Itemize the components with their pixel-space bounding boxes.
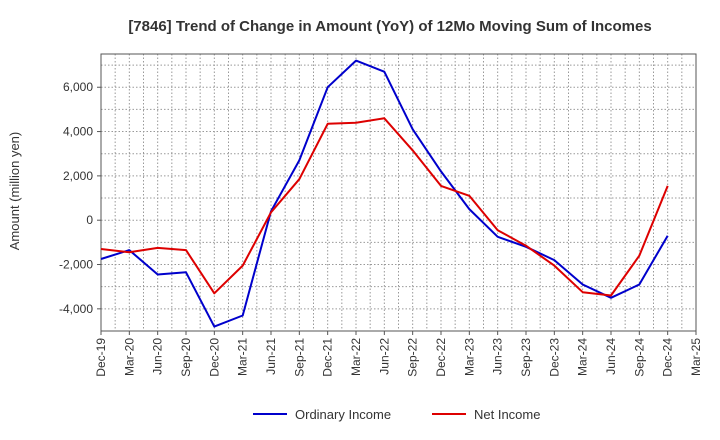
x-tick-label: Dec-20 — [207, 338, 221, 377]
y-tick-label: 4,000 — [63, 125, 93, 139]
x-tick-label: Mar-21 — [236, 338, 250, 376]
series-line-ordinary-income — [100, 59, 669, 328]
x-tick-label: Mar-23 — [462, 338, 476, 376]
x-tick-label: Sep-22 — [406, 338, 420, 377]
x-tick-label: Dec-24 — [661, 338, 675, 377]
x-tick-label: Jun-20 — [151, 338, 165, 375]
x-tick-label: Jun-21 — [264, 338, 278, 375]
x-tick-label: Dec-22 — [434, 338, 448, 377]
x-tick-label: Mar-20 — [122, 338, 136, 376]
y-tick-label: -2,000 — [59, 258, 93, 272]
legend: Ordinary Income Net Income — [253, 407, 540, 422]
x-tick-label: Mar-22 — [349, 338, 363, 376]
series-line-net-income — [100, 117, 669, 297]
y-axis-label: Amount (million yen) — [7, 132, 22, 251]
x-tick-label: Sep-21 — [292, 338, 306, 377]
y-tick-label: 2,000 — [63, 169, 93, 183]
x-tick-label: Dec-23 — [547, 338, 561, 377]
x-tick-label: Mar-25 — [689, 338, 703, 376]
x-tick-label: Dec-19 — [94, 338, 108, 377]
x-tick-label: Mar-24 — [576, 338, 590, 376]
plot-border — [100, 53, 697, 332]
legend-label-net-income: Net Income — [474, 407, 540, 422]
x-tick-label: Sep-23 — [519, 338, 533, 377]
x-tick-label: Sep-20 — [179, 338, 193, 377]
x-tick-layer: Dec-19 Mar-20 Jun-20 Sep-20 Dec-20 Mar-21 Jun-… — [94, 331, 703, 377]
y-tick-label: 6,000 — [63, 80, 93, 94]
series-layer — [100, 59, 669, 328]
legend-label-ordinary-income: Ordinary Income — [295, 407, 391, 422]
x-tick-label: Dec-21 — [321, 338, 335, 377]
grid-layer — [100, 53, 697, 332]
x-tick-label: Jun-24 — [604, 338, 618, 375]
y-tick-label: -4,000 — [59, 302, 93, 316]
x-tick-label: Jun-23 — [491, 338, 505, 375]
x-tick-label: Jun-22 — [377, 338, 391, 375]
chart-title: [7846] Trend of Change in Amount (YoY) o… — [128, 18, 651, 35]
x-tick-label: Sep-24 — [632, 338, 646, 377]
y-tick-layer: -4,000 -2,000 0 2,000 4,000 6,000 — [59, 80, 101, 316]
y-tick-label: 0 — [86, 213, 93, 227]
